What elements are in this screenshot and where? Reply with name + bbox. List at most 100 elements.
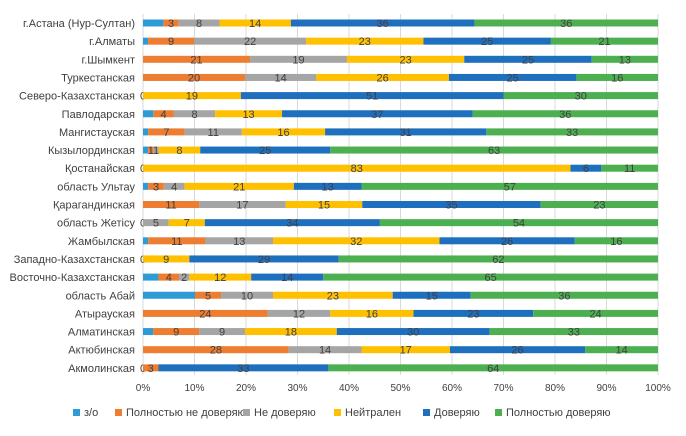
bar-segment [448, 73, 577, 81]
bar-segment [143, 182, 149, 190]
data-label: 17 [236, 200, 248, 212]
data-label: 23 [359, 36, 371, 48]
bar-segment [474, 19, 658, 27]
bar-segment [143, 37, 149, 45]
data-label: 11 [165, 200, 176, 212]
bar-segment [184, 128, 242, 136]
bar-segment [143, 291, 196, 299]
bar-segment [290, 19, 475, 27]
bar-segment [361, 346, 450, 354]
bar-segment [199, 328, 245, 336]
data-label: 1 [148, 145, 154, 157]
x-tick-label: 90% [596, 383, 616, 394]
data-label: 33 [566, 127, 578, 139]
data-label: 54 [513, 218, 525, 230]
legend-label: Доверяю [434, 407, 480, 419]
category-label: Кызылординская [48, 145, 135, 157]
bar-segment [449, 346, 586, 354]
data-label: 9 [219, 327, 225, 339]
data-label: 19 [186, 91, 198, 103]
bar-segment [143, 73, 245, 81]
legend-swatch [423, 409, 430, 416]
bar-segment [486, 128, 658, 136]
data-label: 15 [318, 200, 330, 212]
bar-segment [306, 37, 424, 45]
bar-segment [158, 146, 201, 154]
bar-segment [143, 346, 289, 354]
data-label: 26 [377, 72, 389, 84]
data-label: 62 [492, 254, 504, 266]
data-label: 19 [292, 54, 304, 66]
bar-segment [338, 255, 658, 263]
bar-segment [200, 146, 331, 154]
bar-segment [240, 92, 504, 100]
bar-segment [163, 19, 179, 27]
category-label: Актюбинская [68, 345, 135, 357]
x-tick-label: 70% [493, 383, 513, 394]
data-label: 14 [281, 272, 293, 284]
data-label: 16 [610, 236, 622, 248]
bar-segment [143, 19, 164, 27]
data-label: 11 [171, 236, 182, 248]
bar-segment [148, 128, 185, 136]
data-label: 4 [171, 181, 177, 193]
legend-swatch [73, 409, 80, 416]
bar-segment [413, 309, 534, 317]
data-label: 16 [277, 127, 289, 139]
data-label: 83 [351, 163, 363, 175]
bar-segment [346, 55, 465, 63]
data-label: 9 [168, 36, 174, 48]
bar-segment [323, 273, 658, 281]
bar-segment [143, 364, 159, 372]
bar-segment [533, 309, 658, 317]
category-label: Жамбылская [68, 236, 135, 248]
bar-segment [173, 110, 216, 118]
data-label: 5 [205, 290, 211, 302]
bar-segment [158, 364, 329, 372]
data-label: 4 [161, 109, 167, 121]
bar-segment [153, 110, 174, 118]
bar-segment [148, 237, 206, 245]
bar-segment [540, 201, 658, 208]
data-label: 23 [593, 200, 605, 212]
data-label: 13 [233, 236, 245, 248]
bar-segment [379, 219, 658, 227]
data-label: 8 [191, 109, 197, 121]
bar-segment [503, 92, 658, 100]
data-label: 51 [366, 91, 378, 103]
bar-segment [472, 110, 658, 118]
category-label: Павлодарская [62, 109, 135, 121]
bar-segment [330, 309, 414, 317]
bar-segment [576, 73, 658, 81]
data-label: 11 [624, 163, 635, 175]
data-label: 23 [399, 54, 411, 66]
bar-segment [178, 19, 220, 27]
data-label: 14 [249, 18, 261, 30]
data-label: 65 [485, 272, 497, 284]
data-label: 33 [568, 327, 580, 339]
data-label: 36 [558, 290, 570, 302]
bar-segment [184, 182, 294, 190]
data-label: 12 [293, 308, 305, 320]
bar-segment [219, 19, 291, 27]
data-label: 14 [615, 345, 627, 357]
bar-segment [179, 273, 190, 281]
data-label: 8 [176, 145, 182, 157]
data-label: 25 [522, 54, 534, 66]
data-label: 4 [166, 272, 172, 284]
bar-segment [267, 309, 331, 317]
data-label: 3 [168, 18, 174, 30]
data-label: 13 [242, 109, 254, 121]
data-label: 7 [163, 127, 169, 139]
data-label: 13 [619, 54, 631, 66]
category-label: Восточно-Казахстанская [9, 272, 135, 284]
bar-segment [153, 328, 200, 336]
bar-segment [195, 291, 222, 299]
bar-segment [601, 164, 658, 172]
data-label: 28 [210, 345, 222, 357]
bar-segment [241, 128, 326, 136]
x-tick-label: 80% [545, 383, 565, 394]
bar-segment [143, 128, 149, 136]
bar-segment [199, 201, 286, 208]
